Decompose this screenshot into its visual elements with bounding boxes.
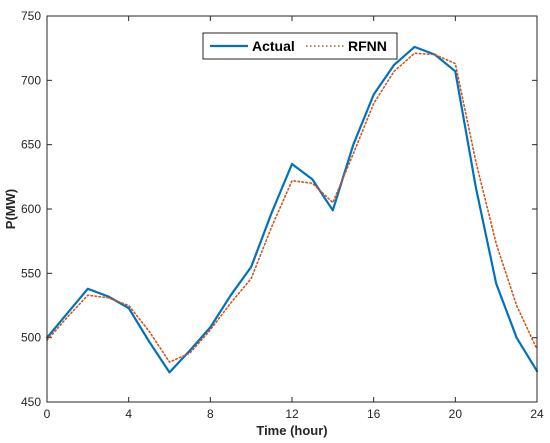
legend-label-actual: Actual (252, 38, 295, 54)
series-line-actual (45, 45, 539, 374)
x-tick-label: 12 (285, 407, 299, 421)
series-line-rfnn (46, 52, 538, 363)
y-tick-label: 600 (21, 202, 41, 216)
y-axis-label: P(MW) (3, 189, 18, 229)
x-axis-label: Time (hour) (256, 423, 327, 438)
y-tick-label: 750 (21, 9, 41, 23)
y-tick-label: 500 (21, 331, 41, 345)
y-tick-label: 550 (21, 266, 41, 280)
x-tick-label: 24 (530, 407, 544, 421)
x-tick-label: 4 (125, 407, 132, 421)
series-lines (45, 45, 539, 374)
x-tick-label: 0 (44, 407, 51, 421)
axis-ticks: 0 4 8 12 16 20 24 450 500 550 600 650 700 750 (21, 9, 544, 421)
y-tick-label: 450 (21, 395, 41, 409)
plot-area-border (46, 15, 538, 403)
legend-label-rfnn: RFNN (348, 38, 387, 54)
x-tick-label: 16 (367, 407, 381, 421)
x-tick-label: 8 (207, 407, 214, 421)
y-tick-label: 650 (21, 138, 41, 152)
legend: Actual RFNN (202, 32, 398, 60)
y-tick-label: 700 (21, 73, 41, 87)
x-tick-label: 20 (449, 407, 463, 421)
